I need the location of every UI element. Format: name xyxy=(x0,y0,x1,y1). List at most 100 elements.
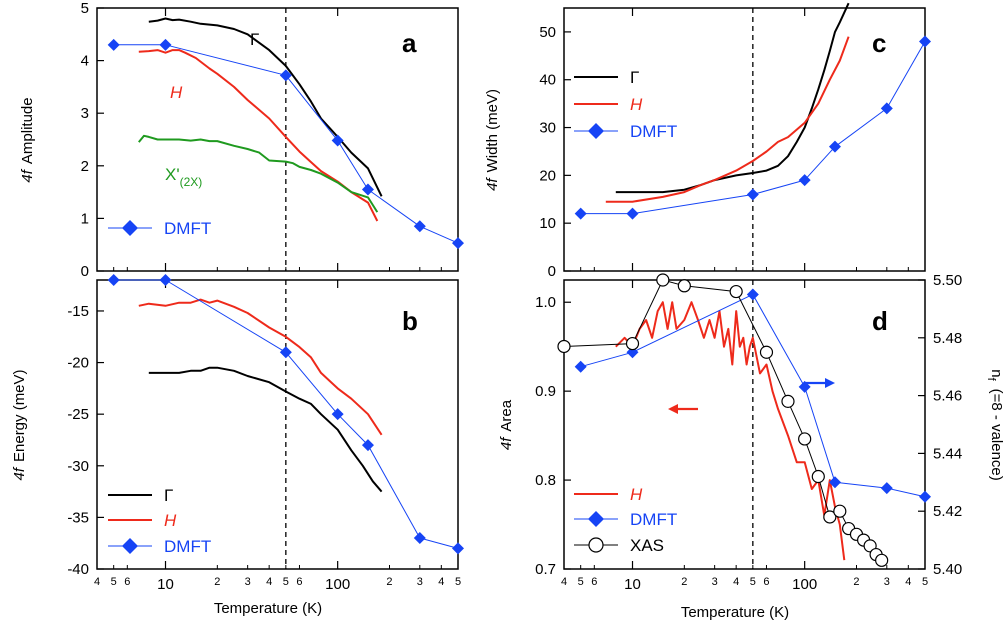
panel-c-series-line xyxy=(615,2,850,194)
panel-c-point xyxy=(880,102,893,115)
legend-d-xas-marker xyxy=(588,537,604,553)
panel-a-frame xyxy=(96,7,459,272)
panel-d-label: d xyxy=(872,306,888,336)
panel-b-xtick-minor-label: 3 xyxy=(245,576,251,588)
panel-d-point xyxy=(759,345,774,359)
panel-d-xtick-minor-label: 5 xyxy=(578,576,584,588)
panel-d-xtick-label: 100 xyxy=(792,576,817,593)
panel-d-xtick-minor-label: 6 xyxy=(763,576,769,588)
panel-d-xtick-minor-label: 4 xyxy=(905,576,911,588)
panel-a-ytick-label: 1 xyxy=(81,210,89,227)
panel-d-y2label-prefix: n xyxy=(988,369,1005,377)
panel-d-point xyxy=(557,339,571,354)
panel-c-ylabel-italic: 4f xyxy=(484,177,501,191)
panel-c-ytick-label: 10 xyxy=(539,215,556,232)
panel-c-ytick-label: 30 xyxy=(539,120,556,137)
panel-a-axes: 0 1 2 3 4 5 xyxy=(81,0,459,280)
x-axis-title-left: Temperature (K) xyxy=(214,600,322,617)
panel-c: c 4f Width (meV) xyxy=(484,7,926,272)
x-axis-title-right: Temperature (K) xyxy=(681,604,789,621)
panel-b-ylabel-italic: 4f xyxy=(11,466,28,480)
legend-a-xprime-sub: (2X) xyxy=(180,175,203,189)
panel-d-point xyxy=(823,510,837,524)
panel-d-y2tick-label: 5.40 xyxy=(933,561,962,578)
panel-b-ytick-label: -35 xyxy=(67,509,89,526)
panel-b-ytick-label: -20 xyxy=(67,355,89,372)
panel-b-point xyxy=(331,408,344,421)
legend-b-label-2: DMFT xyxy=(164,537,211,556)
panel-d-ytick-label: 0.9 xyxy=(535,383,556,400)
panel-d: d 4f Area nf (=8 - valence) xyxy=(498,279,1005,570)
panel-d-xtick-minor-label: 2 xyxy=(681,576,687,588)
panel-a-series-gamma xyxy=(148,17,383,197)
panel-d-series-line xyxy=(615,301,846,561)
panel-d-y2label: nf (=8 - valence) xyxy=(985,369,1005,481)
legend-d: H DMFT XAS xyxy=(574,485,677,555)
panel-a-ytick-label: 4 xyxy=(81,53,89,70)
panel-a-ytick-label: 3 xyxy=(81,105,89,122)
panel-d-ylabel-text: Area xyxy=(498,399,515,431)
legend-b-label-0: Γ xyxy=(164,486,173,505)
legend-a-gamma: Γ xyxy=(250,30,259,49)
panel-a-series-line xyxy=(138,134,379,213)
panel-d-series-XAS xyxy=(557,273,889,567)
panel-b-xtick-minor-label: 2 xyxy=(214,576,220,588)
legend-c-label-2: DMFT xyxy=(630,122,677,141)
left-axis-arrow xyxy=(668,404,698,414)
panel-c-point xyxy=(626,207,639,220)
panel-b-point xyxy=(361,439,374,452)
panel-d-point xyxy=(919,490,931,503)
panel-b-point xyxy=(107,274,120,286)
panel-b-xtick-label: 100 xyxy=(325,576,350,593)
panel-d-point xyxy=(880,482,893,495)
panel-c-ytick-label: 40 xyxy=(539,72,556,89)
panel-a-point xyxy=(159,38,172,51)
panel-c-series-gamma xyxy=(615,2,850,194)
panel-d-point xyxy=(798,432,812,446)
panel-b-ytick-label: -30 xyxy=(67,458,89,475)
panel-b-series-line xyxy=(148,366,383,493)
panel-d-point xyxy=(811,469,825,484)
panel-d-ytick-label: 0.8 xyxy=(535,472,556,489)
panel-b-ytick-label: -25 xyxy=(67,406,89,423)
panel-a-series-H xyxy=(138,49,379,222)
panel-d-ylabel-italic: 4f xyxy=(498,436,515,450)
panel-a-label: a xyxy=(402,28,417,58)
panel-b-frame xyxy=(96,279,459,570)
panel-d-xtick-minor-label: 2 xyxy=(853,576,859,588)
panel-d-point xyxy=(781,394,795,408)
panel-a-point xyxy=(279,69,292,82)
panel-a-point xyxy=(331,134,344,147)
panel-c-ylabel-text: Width (meV) xyxy=(484,89,501,172)
panel-b-xtick-minor-label: 2 xyxy=(386,576,392,588)
legend-a-xprime: X'(2X) xyxy=(165,165,202,189)
panel-b: b 4f Energy (meV) xyxy=(11,279,459,570)
legend-c-label-0: Γ xyxy=(630,68,639,87)
panel-c-point xyxy=(828,140,841,153)
legend-b: ΓH DMFT xyxy=(108,486,211,556)
legend-d-label-0: H xyxy=(630,485,643,504)
panel-b-series-line xyxy=(138,298,383,436)
panel-d-point xyxy=(746,288,759,301)
legend-c-dmft-marker xyxy=(588,123,604,139)
panel-d-y2tick-label: 5.46 xyxy=(933,388,962,405)
panel-a-ylabel: 4f Amplitude xyxy=(19,97,36,182)
legend-a: Γ H X'(2X) DMFT xyxy=(108,30,259,238)
panel-c-ytick-label: 0 xyxy=(548,263,556,280)
legend-d-label-1: DMFT xyxy=(630,510,677,529)
panel-a-point xyxy=(452,237,464,250)
panel-c-point xyxy=(574,207,587,220)
panel-c-series-DMFT xyxy=(574,35,931,220)
panel-b-series-DMFT xyxy=(107,274,464,555)
panel-b-xtick-minor-label: 6 xyxy=(296,576,302,588)
panel-d-ylabel: 4f Area xyxy=(498,399,515,450)
panel-a-series-X xyxy=(138,134,379,213)
panel-a-ytick-label: 0 xyxy=(81,263,89,280)
panel-a-series-DMFT xyxy=(107,38,464,250)
panel-d-ytick-label: 0.7 xyxy=(535,561,556,578)
panel-b-ytick-label: -40 xyxy=(67,561,89,578)
panel-d-xtick-minor-label: 5 xyxy=(750,576,756,588)
panel-b-xtick-minor-label: 4 xyxy=(266,576,272,588)
